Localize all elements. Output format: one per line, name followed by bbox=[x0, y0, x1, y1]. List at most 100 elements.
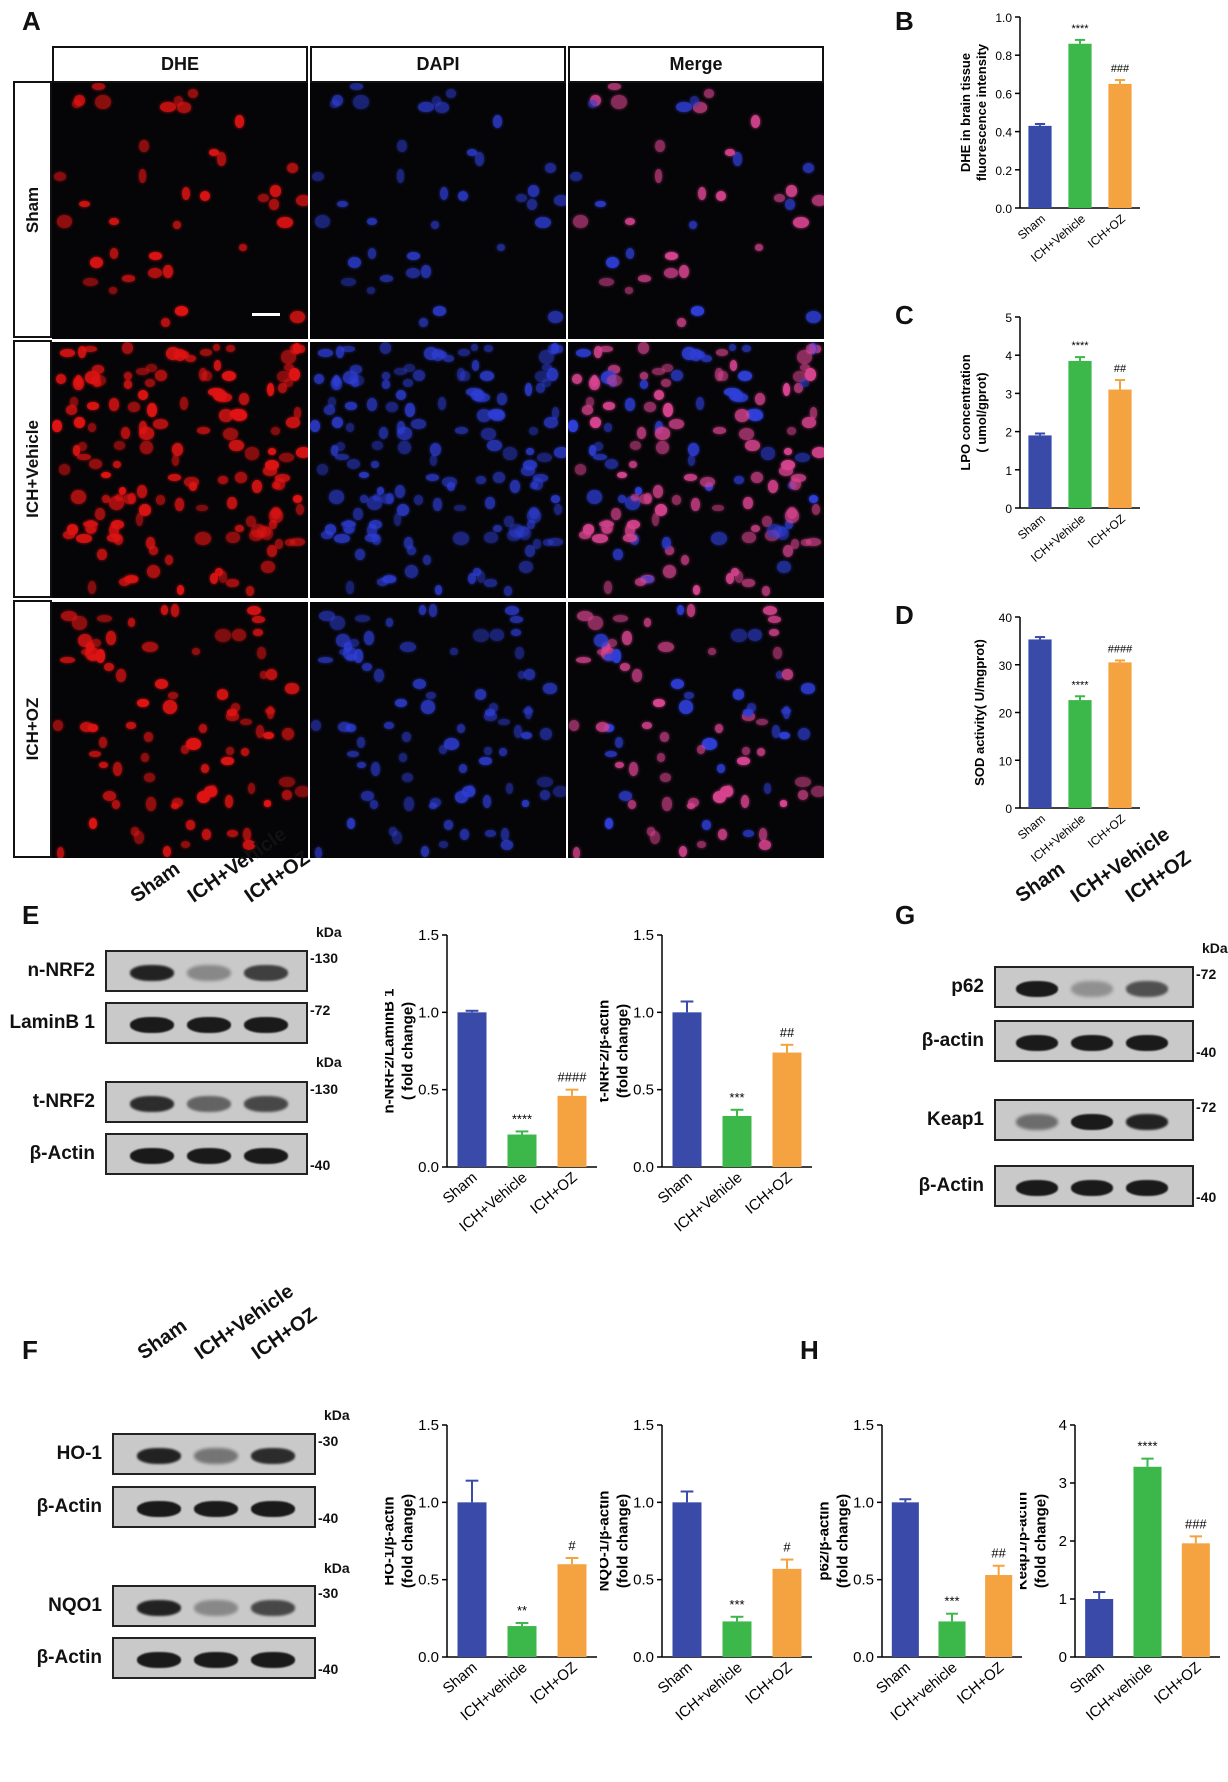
nucleus-dot bbox=[515, 646, 524, 659]
x-tick-label: Sham bbox=[1015, 212, 1048, 243]
nucleus-dot bbox=[553, 195, 566, 206]
nucleus-dot bbox=[167, 473, 182, 481]
nucleus-dot bbox=[728, 343, 737, 352]
nucleus-dot bbox=[628, 800, 637, 809]
nucleus-dot bbox=[690, 305, 704, 316]
mw-dash: - bbox=[310, 1157, 315, 1173]
nucleus-dot bbox=[789, 478, 802, 491]
blot-band bbox=[136, 1600, 182, 1616]
chart-lpo-concentration: 0 1 2 3 4 5 LPO concentration( umol/gprot) Sham… bbox=[960, 311, 1140, 565]
nucleus-dot bbox=[482, 794, 492, 809]
bar bbox=[1028, 639, 1052, 808]
blot-strip bbox=[105, 1133, 308, 1175]
nucleus-dot bbox=[669, 418, 684, 429]
nucleus-dot bbox=[603, 581, 612, 594]
blot-band bbox=[250, 1652, 296, 1668]
nucleus-dot bbox=[173, 95, 184, 106]
x-tick-label: ICH+OZ bbox=[1085, 212, 1128, 251]
nucleus-dot bbox=[501, 828, 509, 841]
nucleus-dot bbox=[785, 185, 798, 197]
nucleus-dot bbox=[798, 727, 811, 741]
nucleus-dot bbox=[808, 495, 818, 504]
nucleus-dot bbox=[741, 712, 756, 721]
y-tick-label: 0.5 bbox=[633, 1572, 654, 1589]
nucleus-dot bbox=[141, 753, 149, 762]
nucleus-dot bbox=[139, 441, 153, 455]
nucleus-dot bbox=[553, 447, 566, 458]
nucleus-dot bbox=[371, 761, 381, 776]
blot-strip bbox=[994, 966, 1194, 1008]
blot-strip bbox=[105, 1081, 308, 1123]
mw-marker: -30 bbox=[318, 1585, 338, 1601]
nucleus-dot bbox=[354, 614, 370, 622]
nucleus-dot bbox=[457, 723, 466, 734]
nucleus-dot bbox=[367, 524, 377, 538]
x-tick-label: ICH+OZ bbox=[1085, 512, 1128, 551]
nucleus-dot bbox=[509, 616, 524, 624]
nucleus-dot bbox=[442, 354, 455, 363]
blot-band bbox=[193, 1600, 239, 1616]
nucleus-dot bbox=[161, 318, 170, 328]
nucleus-dot bbox=[376, 487, 384, 496]
nucleus-dot bbox=[261, 560, 276, 573]
nucleus-dot bbox=[780, 459, 795, 471]
mw-marker: -130 bbox=[310, 1081, 338, 1097]
nucleus-dot bbox=[383, 722, 394, 729]
nucleus-dot bbox=[350, 83, 364, 90]
nucleus-dot bbox=[688, 220, 697, 229]
y-axis-label: (fold change) bbox=[835, 1494, 852, 1588]
nucleus-dot bbox=[317, 349, 334, 358]
nucleus-dot bbox=[374, 668, 384, 682]
blot-band bbox=[136, 1652, 182, 1668]
nucleus-dot bbox=[143, 773, 155, 783]
kda-label-2: kDa bbox=[324, 1560, 350, 1576]
y-axis-label: (fold change) bbox=[615, 1004, 632, 1098]
scale-bar bbox=[252, 313, 280, 316]
nucleus-dot bbox=[786, 426, 796, 435]
nucleus-dot bbox=[420, 845, 429, 858]
blot-row-label: Keap1 bbox=[926, 1109, 984, 1130]
nucleus-dot bbox=[627, 519, 640, 529]
blot-strip bbox=[112, 1637, 316, 1679]
blot-row-label: t-NRF2 bbox=[32, 1091, 95, 1112]
nucleus-dot bbox=[745, 439, 761, 452]
y-tick-label: 40 bbox=[999, 611, 1013, 625]
nucleus-dot bbox=[99, 736, 108, 749]
mw-value: 40 bbox=[322, 1510, 339, 1526]
nucleus-dot bbox=[269, 185, 282, 197]
nucleus-dot bbox=[295, 504, 305, 516]
nucleus-dot bbox=[777, 560, 792, 573]
mw-value: 40 bbox=[314, 1157, 331, 1173]
nucleus-dot bbox=[537, 452, 553, 463]
nucleus-dot bbox=[503, 585, 512, 596]
nucleus-dot bbox=[373, 494, 382, 501]
nucleus-dot bbox=[77, 345, 87, 359]
nucleus-dot bbox=[575, 349, 592, 358]
nucleus-dot bbox=[587, 490, 602, 504]
nucleus-dot bbox=[430, 220, 439, 229]
nucleus-dot bbox=[527, 185, 540, 197]
nucleus-dot bbox=[88, 818, 97, 829]
nucleus-dot bbox=[683, 473, 698, 481]
nucleus-dot bbox=[405, 403, 416, 417]
nucleus-dot bbox=[473, 628, 490, 642]
nucleus-dot bbox=[196, 504, 208, 512]
nucleus-dot bbox=[472, 360, 480, 371]
nucleus-dot bbox=[108, 287, 118, 294]
nucleus-dot bbox=[180, 396, 189, 410]
nucleus-dot bbox=[594, 200, 606, 207]
nucleus-dot bbox=[484, 829, 497, 837]
nucleus-dot bbox=[401, 773, 413, 783]
nucleus-dot bbox=[275, 474, 291, 483]
nucleus-dot bbox=[61, 610, 78, 621]
nucleus-dot bbox=[188, 88, 199, 98]
blot-row-label: HO-1 bbox=[56, 1443, 102, 1464]
nucleus-dot bbox=[141, 641, 158, 652]
bar bbox=[1028, 435, 1052, 508]
x-tick-label: Sham bbox=[873, 1659, 914, 1697]
nucleus-dot bbox=[87, 653, 99, 661]
nucleus-dot bbox=[199, 367, 207, 381]
nucleus-dot bbox=[575, 464, 587, 475]
nucleus-dot bbox=[681, 554, 690, 565]
nucleus-dot bbox=[649, 830, 661, 845]
